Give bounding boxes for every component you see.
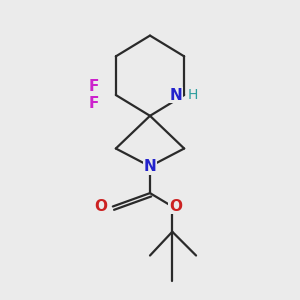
Text: H: H xyxy=(187,88,197,102)
Text: N: N xyxy=(144,159,156,174)
Text: F: F xyxy=(88,79,99,94)
Text: O: O xyxy=(94,199,107,214)
Text: O: O xyxy=(169,199,182,214)
Text: F: F xyxy=(88,96,99,111)
Text: N: N xyxy=(170,88,183,103)
